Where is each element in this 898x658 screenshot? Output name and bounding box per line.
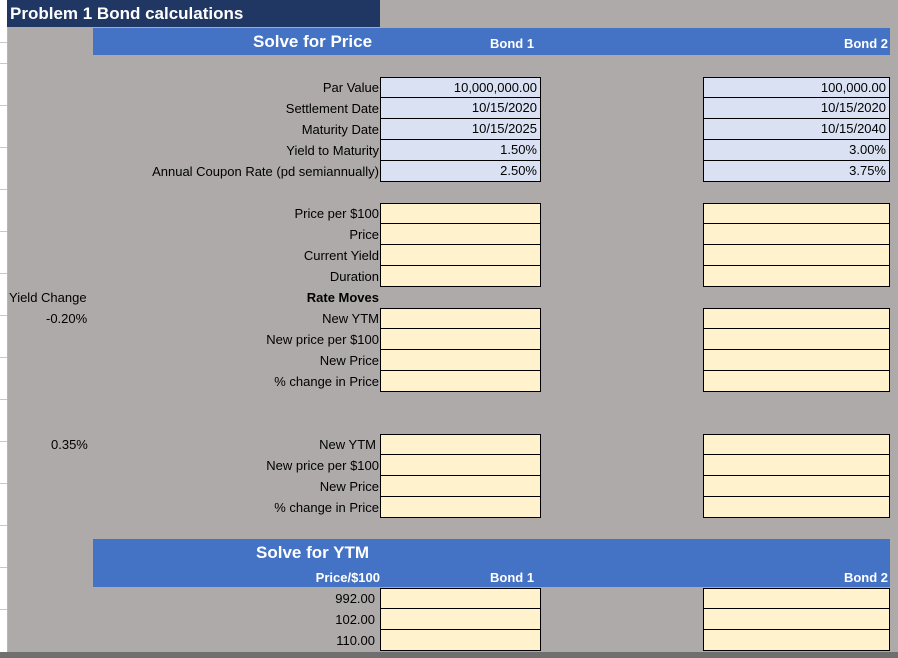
ytm-section-title: Solve for YTM (256, 543, 370, 562)
price-label: Price (349, 227, 379, 242)
bond1-new-price-per-100[interactable] (380, 329, 541, 350)
row-header-strip[interactable] (0, 0, 8, 658)
bond2-pct-change-price[interactable] (703, 497, 890, 518)
bond1-coupon-rate[interactable]: 2.50% (380, 161, 541, 182)
duration-label: Duration (329, 269, 379, 284)
bond1-duration[interactable] (380, 266, 541, 287)
bond1-new-ytm[interactable] (380, 434, 541, 455)
bond1-new-price[interactable] (380, 476, 541, 497)
new-price-label: New Price (319, 353, 379, 368)
bond2-duration[interactable] (703, 266, 890, 287)
current-yield-label: Current Yield (303, 248, 379, 263)
bond1-settlement-date[interactable]: 10/15/2020 (380, 98, 541, 119)
ytm-price-input[interactable]: 110.00 (336, 633, 375, 648)
par-value-label: Par Value (322, 80, 379, 95)
bond2-ytm-result[interactable] (703, 588, 890, 609)
rate-moves-heading: Rate Moves (306, 290, 379, 305)
price-per-100-label: Price per $100 (294, 206, 379, 221)
sheet-bottom-border (0, 652, 898, 658)
bond2-current-yield[interactable] (703, 245, 890, 266)
ytm-price-input[interactable]: 102.00 (335, 612, 375, 627)
ytm-label: Yield to Maturity (286, 143, 379, 158)
bond2-coupon-rate[interactable]: 3.75% (703, 161, 890, 182)
price-section-title: Solve for Price (253, 32, 373, 51)
bond1-maturity-date[interactable]: 10/15/2025 (380, 119, 541, 140)
bond2-pct-change-price[interactable] (703, 371, 890, 392)
bond1-current-yield[interactable] (380, 245, 541, 266)
bond2-new-price[interactable] (703, 350, 890, 371)
coupon-rate-label: Annual Coupon Rate (pd semiannually) (152, 164, 379, 179)
bond1-pct-change-price[interactable] (380, 497, 541, 518)
new-price-per-100-label: New price per $100 (266, 332, 379, 347)
new-price-per-100-label: New price per $100 (266, 458, 379, 473)
bond2-price-per-100[interactable] (703, 203, 890, 224)
ytm-bond2-header: Bond 2 (843, 570, 888, 585)
bond2-header: Bond 2 (843, 36, 888, 51)
ytm-bond1-header: Bond 1 (490, 570, 535, 585)
new-ytm-label: New YTM (319, 437, 376, 452)
bond1-ytm-result[interactable] (380, 588, 541, 609)
ytm-price-input[interactable]: 992.00 (335, 591, 375, 606)
bond2-ytm-result[interactable] (703, 630, 890, 651)
bond2-price[interactable] (703, 224, 890, 245)
bond1-ytm-result[interactable] (380, 630, 541, 651)
bond2-new-price[interactable] (703, 476, 890, 497)
ytm-section-header[interactable]: Solve for YTM Price/$100 Bond 1 Bond 2 (93, 539, 890, 587)
bond1-new-ytm[interactable] (380, 308, 541, 329)
pct-change-price-label: % change in Price (274, 374, 379, 389)
bond1-new-price-per-100[interactable] (380, 455, 541, 476)
pct-change-price-label: % change in Price (274, 500, 379, 515)
settlement-date-label: Settlement Date (285, 101, 379, 116)
bond2-new-ytm[interactable] (703, 434, 890, 455)
new-price-label: New Price (319, 479, 379, 494)
bond1-ytm-result[interactable] (380, 609, 541, 630)
bond1-par-value[interactable]: 10,000,000.00 (380, 77, 541, 98)
bond2-ytm-result[interactable] (703, 609, 890, 630)
bond2-maturity-date[interactable]: 10/15/2040 (703, 119, 890, 140)
bond1-price-per-100[interactable] (380, 203, 541, 224)
bond1-ytm[interactable]: 1.50% (380, 140, 541, 161)
bond1-new-price[interactable] (380, 350, 541, 371)
bond1-price[interactable] (380, 224, 541, 245)
bond1-pct-change-price[interactable] (380, 371, 541, 392)
bond2-new-ytm[interactable] (703, 308, 890, 329)
yield-change-value[interactable]: -0.20% (46, 311, 88, 326)
bond2-new-price-per-100[interactable] (703, 455, 890, 476)
bond2-par-value[interactable]: 100,000.00 (703, 77, 890, 98)
bond2-settlement-date[interactable]: 10/15/2020 (703, 98, 890, 119)
sheet-title[interactable]: Problem 1 Bond calculations (7, 0, 380, 27)
yield-change-label: Yield Change (9, 290, 87, 305)
bond2-ytm[interactable]: 3.00% (703, 140, 890, 161)
maturity-date-label: Maturity Date (301, 122, 379, 137)
price-per-100-header: Price/$100 (315, 570, 380, 585)
bond1-header: Bond 1 (490, 36, 535, 51)
price-section-header[interactable]: Solve for Price Bond 1 Bond 2 (93, 28, 890, 55)
new-ytm-label: New YTM (322, 311, 379, 326)
yield-change-value[interactable]: 0.35% (51, 437, 88, 452)
bond2-new-price-per-100[interactable] (703, 329, 890, 350)
